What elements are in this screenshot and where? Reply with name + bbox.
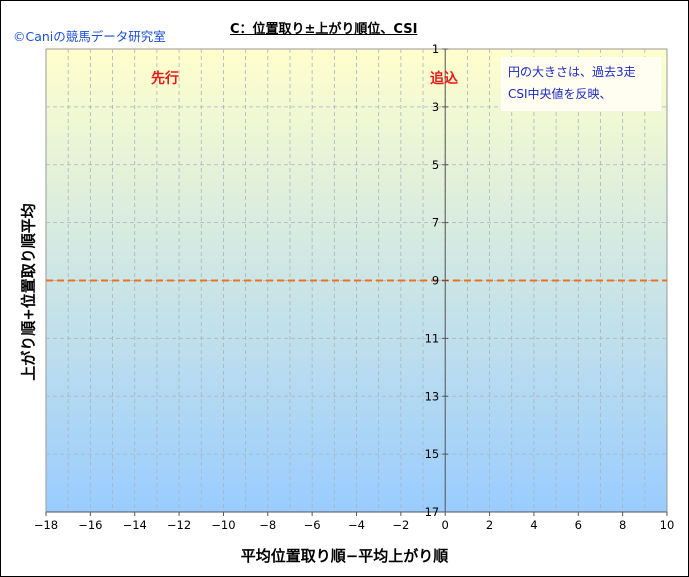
x-tick-label: −4 <box>348 518 365 532</box>
x-tick-label: −14 <box>123 518 147 532</box>
y-tick-label: 3 <box>432 100 439 114</box>
note-line-1: 円の大きさは、過去3走 <box>508 65 636 79</box>
x-axis-label: 平均位置取り順−平均上がり順 <box>240 547 449 565</box>
note-box: 円の大きさは、過去3走 CSI中央値を反映、 <box>501 57 661 111</box>
y-tick-label: 17 <box>425 505 440 519</box>
x-tick-label: −16 <box>78 518 102 532</box>
y-tick-label: 11 <box>425 331 440 345</box>
y-tick-label: 9 <box>432 274 439 288</box>
chart-title: C：位置取り±上がり順位、CSI <box>230 22 418 37</box>
right-quadrant-label: 追込 <box>430 71 458 87</box>
x-tick-label: −18 <box>34 518 58 532</box>
x-tick-label: −10 <box>211 518 235 532</box>
x-tick-label: −6 <box>304 518 321 532</box>
x-tick-label: 8 <box>619 518 626 532</box>
x-tick-label: −12 <box>167 518 191 532</box>
x-tick-label: 6 <box>575 518 582 532</box>
y-tick-label: 13 <box>425 389 440 403</box>
x-tick-label: 0 <box>442 518 449 532</box>
y-axis-label: 上がり順+位置取り順平均 <box>19 203 38 381</box>
x-tick-label: 10 <box>660 518 675 532</box>
x-tick-labels: −18 −16 −14 −12 −10 −8 −6 −4 −2 0 2 4 6 8 10 <box>34 512 674 532</box>
y-tick-label: 7 <box>432 216 439 230</box>
y-tick-label: 5 <box>432 158 439 172</box>
x-tick-label: −2 <box>392 518 409 532</box>
x-tick-label: 2 <box>486 518 493 532</box>
y-tick-label: 15 <box>425 447 440 461</box>
left-quadrant-label: 先行 <box>151 71 179 87</box>
note-line-2: CSI中央値を反映、 <box>508 87 612 101</box>
x-tick-label: −8 <box>259 518 276 532</box>
copyright-label: ©Caniの競馬データ研究室 <box>13 29 166 44</box>
y-tick-label: 1 <box>432 42 439 56</box>
x-tick-label: 4 <box>530 518 537 532</box>
